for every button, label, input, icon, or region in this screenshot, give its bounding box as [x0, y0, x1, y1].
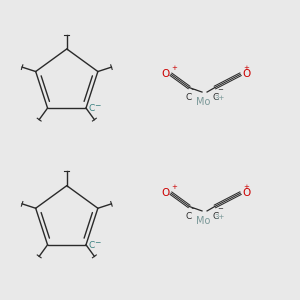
Text: +: +	[171, 65, 177, 71]
Text: C: C	[185, 212, 192, 221]
Text: +: +	[243, 65, 249, 71]
Text: −: −	[217, 206, 223, 212]
Text: C: C	[185, 93, 192, 102]
Text: +: +	[171, 184, 177, 190]
Text: C: C	[213, 212, 219, 221]
Text: −: −	[190, 87, 196, 93]
Text: −: −	[217, 87, 223, 93]
Text: O: O	[242, 188, 250, 198]
Text: −: −	[94, 101, 101, 110]
Text: −: −	[94, 238, 101, 247]
Text: 3+: 3+	[214, 214, 225, 220]
Text: 3+: 3+	[214, 95, 225, 101]
Text: Mo: Mo	[196, 97, 211, 107]
Text: O: O	[161, 188, 169, 198]
Text: O: O	[161, 69, 169, 79]
Text: −: −	[190, 206, 196, 212]
Text: O: O	[242, 69, 250, 79]
Text: C: C	[88, 241, 94, 250]
Text: C: C	[88, 104, 94, 113]
Text: C: C	[213, 93, 219, 102]
Text: +: +	[243, 184, 249, 190]
Text: Mo: Mo	[196, 216, 211, 226]
